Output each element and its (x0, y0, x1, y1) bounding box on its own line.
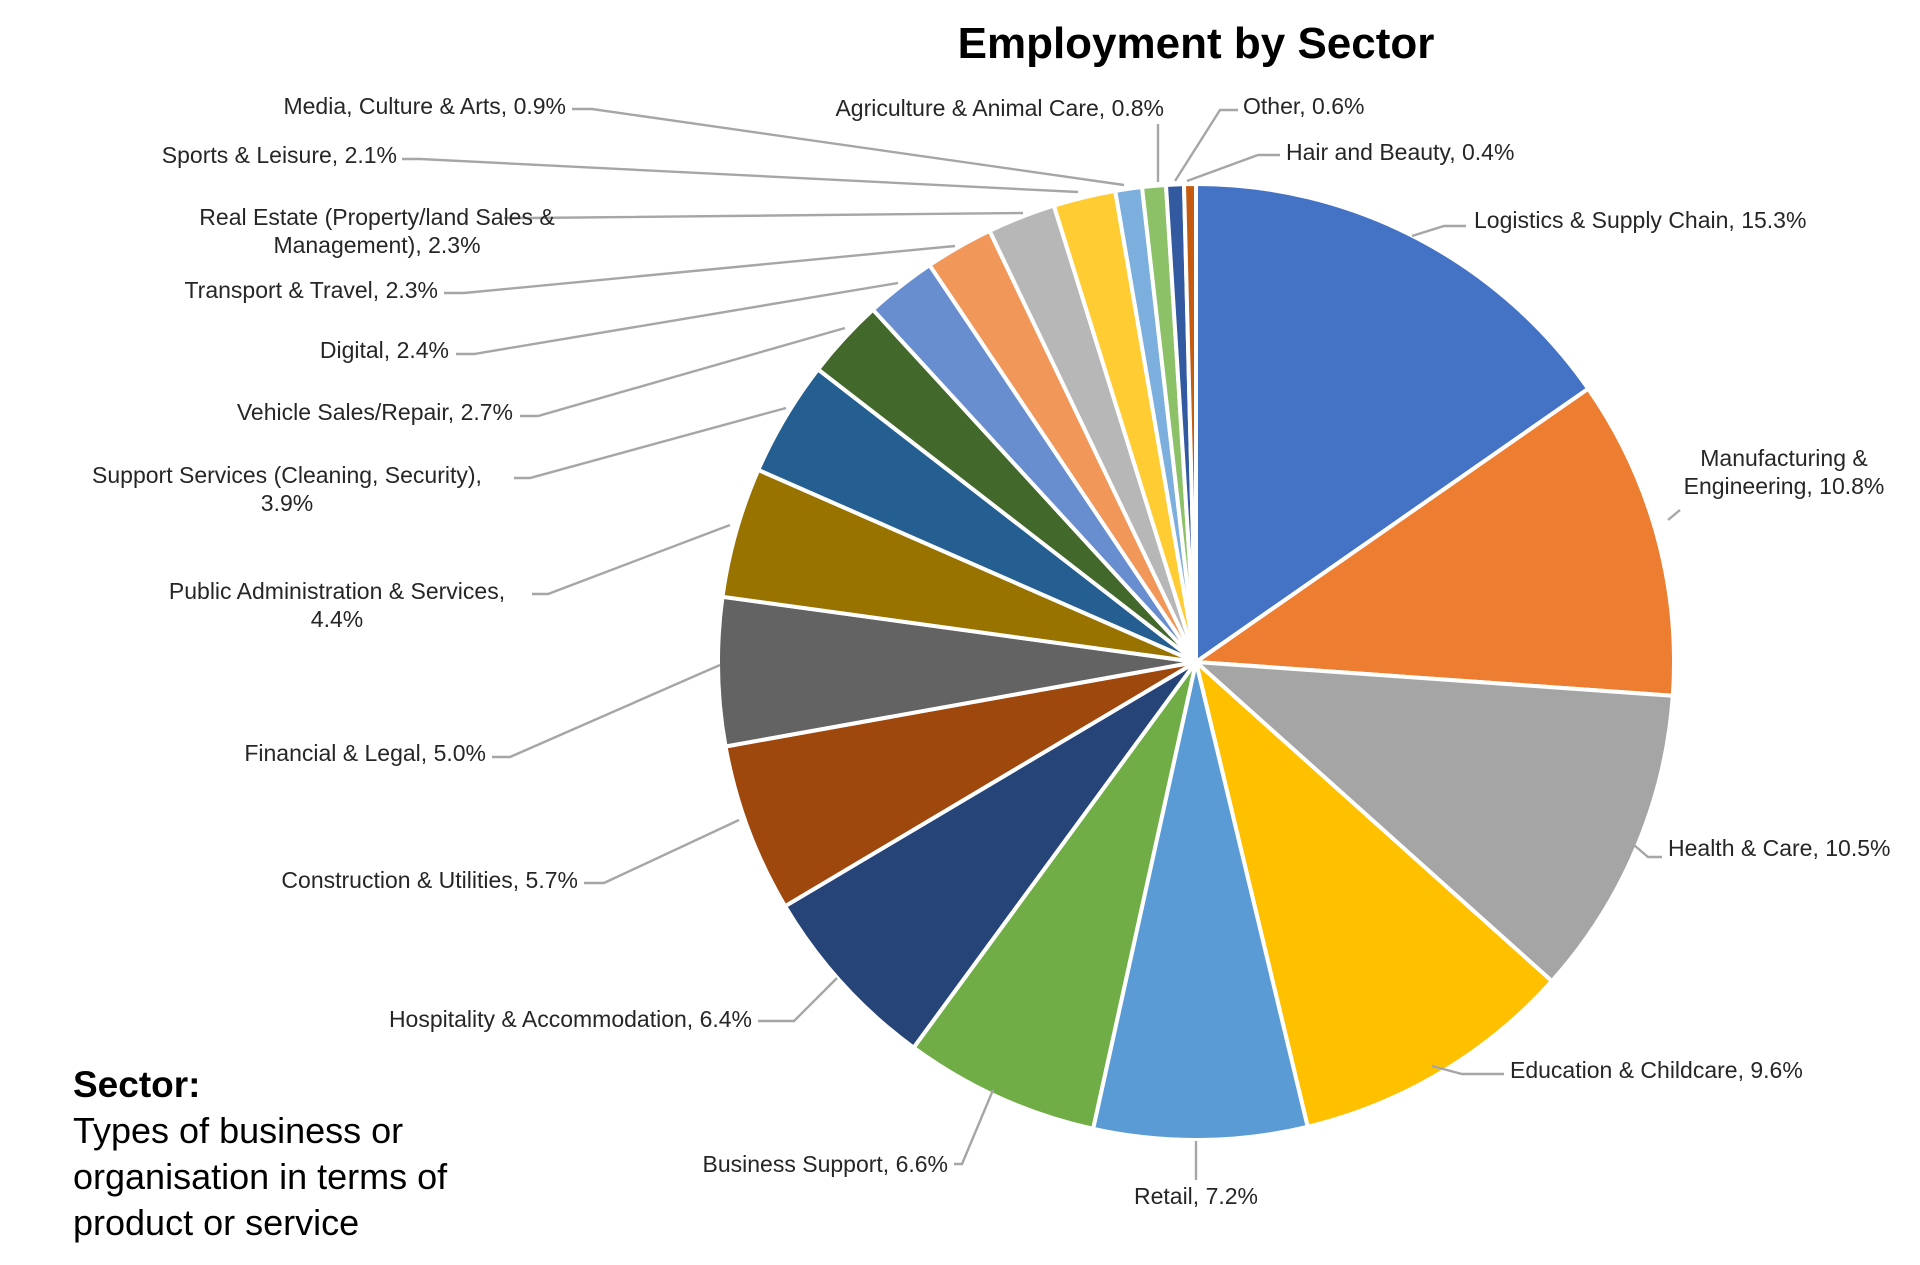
slice-label-line: Real Estate (Property/land Sales & (199, 204, 554, 230)
slice-label-real-estate-property-land-sales-management: Real Estate (Property/land Sales & Manage… (199, 204, 554, 258)
chart-title: Employment by Sector (958, 19, 1435, 68)
slice-label-education-childcare: Education & Childcare, 9.6% (1510, 1057, 1803, 1083)
slice-label-line: Hospitality & Accommodation, 6.4% (389, 1006, 752, 1032)
slice-label-line: Support Services (Cleaning, Security), (92, 462, 482, 488)
slice-label-line: Logistics & Supply Chain, 15.3% (1474, 207, 1806, 233)
leader-line-financial-legal (492, 663, 721, 759)
sector-definition-note: Sector: Types of business or organisatio… (73, 1062, 533, 1246)
leader-line-other (1173, 108, 1238, 182)
slice-label-transport-travel: Transport & Travel, 2.3% (184, 277, 438, 303)
slice-label-media-culture-arts: Media, Culture & Arts, 0.9% (283, 93, 566, 119)
leader-line-digital (456, 281, 899, 356)
pie-slices (716, 181, 1676, 1142)
leader-line-hospitality-accommodation (758, 977, 838, 1023)
pie-slice-health-care (1194, 660, 1675, 984)
slice-label-line: Agriculture & Animal Care, 0.8% (835, 95, 1164, 121)
slice-label-line: Business Support, 6.6% (703, 1151, 948, 1177)
slice-label-agriculture-animal-care: Agriculture & Animal Care, 0.8% (835, 95, 1164, 121)
pie-slice-business-support (911, 660, 1198, 1131)
leader-line-public-administration-services (532, 523, 731, 596)
pie-slice-logistics-supply-chain (1194, 182, 1591, 664)
slice-label-line: Health & Care, 10.5% (1668, 835, 1890, 861)
slice-label-retail: Retail, 7.2% (1134, 1183, 1258, 1209)
slice-label-hospitality-accommodation: Hospitality & Accommodation, 6.4% (389, 1006, 752, 1032)
slice-label-line: Other, 0.6% (1243, 93, 1364, 119)
leader-line-transport-travel (444, 244, 956, 295)
pie-slice-hair-and-beauty (1181, 181, 1198, 664)
slice-label-vehicle-sales-repair: Vehicle Sales/Repair, 2.7% (237, 399, 513, 425)
pie-slice-construction-utilities (723, 660, 1198, 909)
leader-line-hair-and-beauty (1186, 153, 1280, 183)
slice-label-line: 3.9% (261, 490, 313, 516)
leader-line-sports-leisure (402, 157, 1079, 194)
slice-label-financial-legal: Financial & Legal, 5.0% (244, 740, 486, 766)
slice-label-logistics-supply-chain: Logistics & Supply Chain, 15.3% (1474, 207, 1806, 233)
leader-line-business-support (954, 1089, 995, 1166)
leader-line-support-services-cleaning-security (514, 406, 787, 480)
pie-slice-hospitality-accommodation (783, 660, 1198, 1050)
slice-label-sports-leisure: Sports & Leisure, 2.1% (162, 142, 397, 168)
leader-line-real-estate-property-land-sales-management (504, 211, 1024, 220)
slice-label-support-services-cleaning-security: Support Services (Cleaning, Security), 3.… (92, 462, 482, 516)
slice-label-line: Public Administration & Services, (169, 578, 505, 604)
leader-line-manufacturing-engineering (1667, 509, 1681, 521)
slice-label-line: Media, Culture & Arts, 0.9% (283, 93, 566, 119)
slice-label-public-administration-services: Public Administration & Services, 4.4% (169, 578, 505, 632)
slice-label-health-care: Health & Care, 10.5% (1668, 835, 1890, 861)
slice-label-line: 4.4% (311, 606, 363, 632)
pie-slice-manufacturing-engineering (1194, 386, 1676, 698)
slice-label-line: Transport & Travel, 2.3% (184, 277, 438, 303)
slice-labels: Logistics & Supply Chain, 15.3% Manufactu… (92, 93, 1890, 1209)
pie-slice-financial-legal (716, 594, 1198, 749)
pie-slice-retail (1091, 660, 1310, 1142)
slice-label-line: Engineering, 10.8% (1684, 473, 1885, 499)
note-text: Types of business or organisation in ter… (73, 1110, 448, 1243)
slice-label-business-support: Business Support, 6.6% (703, 1151, 948, 1177)
note-heading: Sector: (73, 1064, 201, 1105)
pie-slice-education-childcare (1194, 660, 1554, 1129)
leader-lines (402, 107, 1681, 1180)
leader-line-construction-utilities (584, 818, 740, 885)
leader-line-health-care (1633, 844, 1662, 859)
slice-label-line: Digital, 2.4% (320, 337, 449, 363)
leader-line-logistics-supply-chain (1411, 224, 1466, 238)
leader-line-education-childcare (1431, 1064, 1504, 1076)
slice-label-line: Vehicle Sales/Repair, 2.7% (237, 399, 513, 425)
slice-label-line: Sports & Leisure, 2.1% (162, 142, 397, 168)
slice-label-manufacturing-engineering: Manufacturing & Engineering, 10.8% (1684, 445, 1885, 499)
slice-label-line: Education & Childcare, 9.6% (1510, 1057, 1803, 1083)
slice-label-line: Financial & Legal, 5.0% (244, 740, 486, 766)
slice-label-hair-and-beauty: Hair and Beauty, 0.4% (1286, 139, 1514, 165)
slice-label-digital: Digital, 2.4% (320, 337, 449, 363)
slice-label-construction-utilities: Construction & Utilities, 5.7% (281, 867, 578, 893)
slice-label-line: Retail, 7.2% (1134, 1183, 1258, 1209)
slice-label-other: Other, 0.6% (1243, 93, 1364, 119)
slice-label-line: Hair and Beauty, 0.4% (1286, 139, 1514, 165)
leader-line-media-culture-arts (572, 107, 1125, 187)
leader-line-vehicle-sales-repair (520, 326, 846, 418)
slice-label-line: Construction & Utilities, 5.7% (281, 867, 578, 893)
slice-label-line: Manufacturing & (1700, 445, 1867, 471)
slice-label-line: Management), 2.3% (273, 232, 480, 258)
